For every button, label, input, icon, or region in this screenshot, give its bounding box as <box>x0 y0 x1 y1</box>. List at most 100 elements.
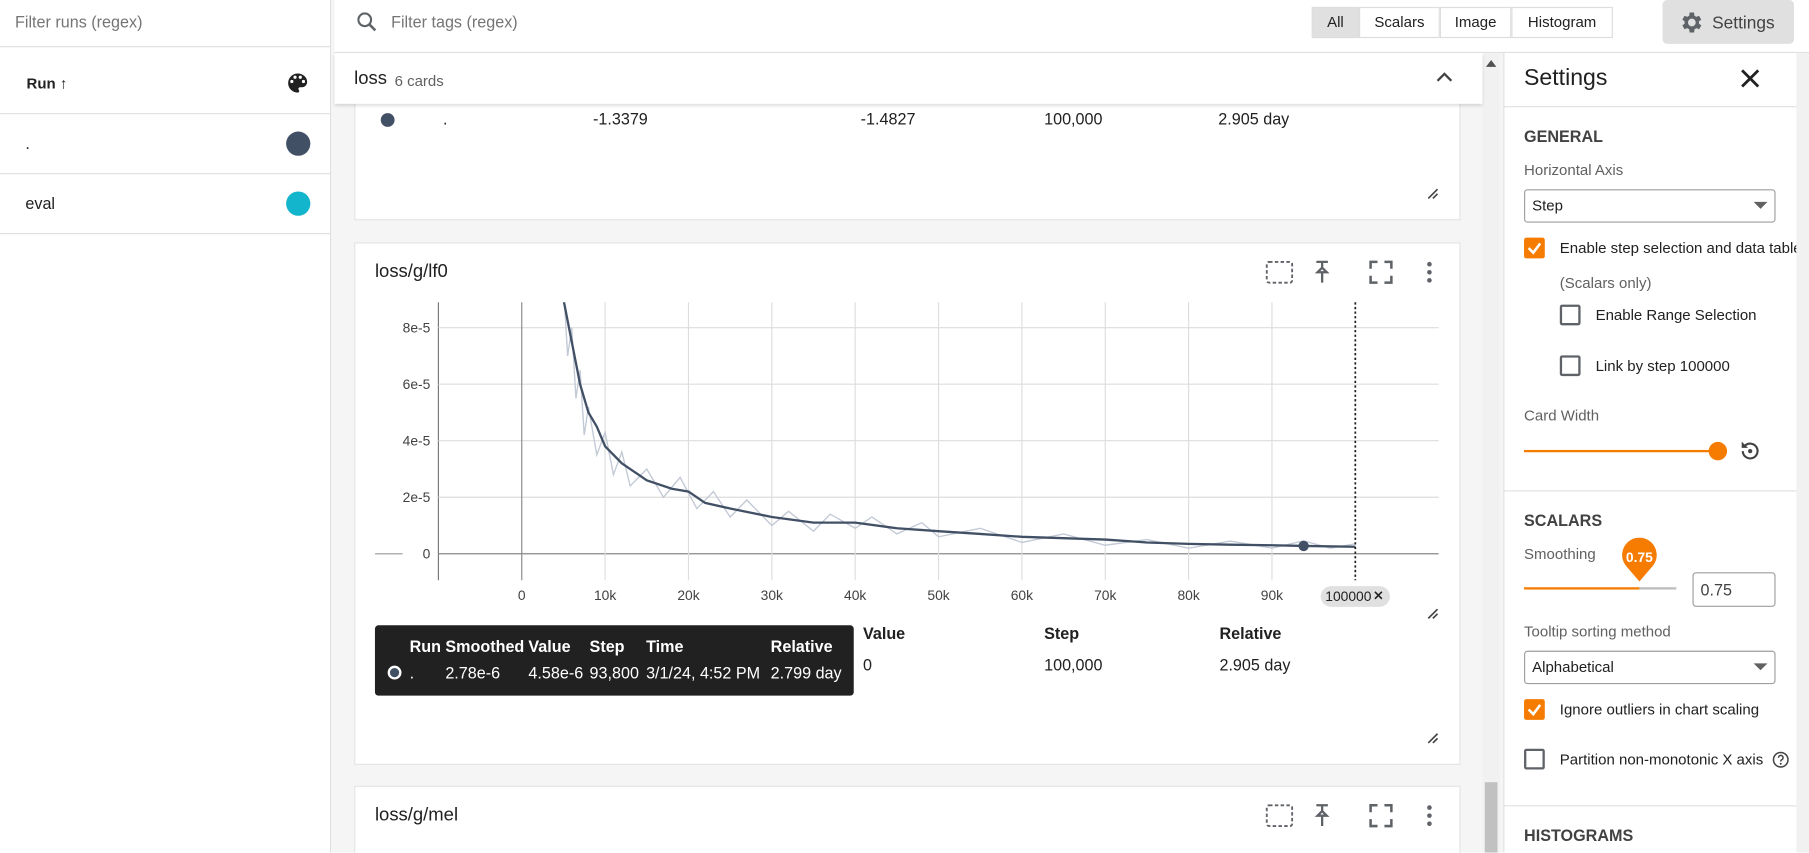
tooltip-cell: 93,800 <box>589 663 639 682</box>
scrollbar[interactable] <box>1482 53 1500 853</box>
checkbox-checked[interactable] <box>1524 237 1545 259</box>
run-header[interactable]: Run ↑ <box>26 74 68 92</box>
y-tick-label: 8e-5 <box>403 319 431 335</box>
tab[interactable] <box>1511 6 1613 39</box>
slider-thumb[interactable] <box>1708 441 1728 461</box>
x-tick-label: 20k <box>677 587 699 603</box>
filter-tags-input[interactable]: Filter tags (regex) <box>391 12 518 32</box>
table-header: Relative <box>1219 624 1282 643</box>
run-color <box>286 131 311 156</box>
select-value: Alphabetical <box>1532 658 1614 676</box>
field-label: Tooltip sorting method <box>1524 622 1671 640</box>
checkbox[interactable] <box>1524 748 1545 770</box>
scroll-up[interactable] <box>1485 58 1498 70</box>
table-header: Value <box>862 624 906 643</box>
table-cell: -1.4827 <box>860 109 916 129</box>
card-title: loss/g/mel <box>374 805 459 825</box>
group-count: 6 cards <box>394 72 444 90</box>
divider <box>0 113 330 115</box>
x-tick-label: 60k <box>1011 587 1033 603</box>
tooltip-cell: . <box>409 663 415 682</box>
series-line <box>563 302 1356 549</box>
divider <box>1503 490 1809 492</box>
close-icon[interactable] <box>1740 68 1761 89</box>
section-heading: SCALARS <box>1524 511 1603 530</box>
tab-label: All <box>1327 13 1344 31</box>
tooltip-header: Time <box>646 636 684 656</box>
run-name: . <box>25 133 30 153</box>
card-toolbar[interactable] <box>1265 260 1434 284</box>
field-label: Smoothing <box>1524 545 1596 563</box>
table-cell: 2.905 day <box>1218 109 1290 129</box>
divider <box>0 233 330 235</box>
x-tick-label: 50k <box>927 587 949 603</box>
y-tick-label: 0 <box>423 545 431 561</box>
tooltip-header: Value <box>528 636 571 656</box>
tab[interactable] <box>1311 6 1360 39</box>
card <box>354 785 1461 853</box>
tab[interactable] <box>1359 6 1440 39</box>
panel-scrollbar[interactable] <box>1796 53 1809 853</box>
divider <box>0 173 330 175</box>
highlight-point <box>1298 540 1309 552</box>
step-chip <box>1320 586 1390 607</box>
scrollbar-thumb[interactable] <box>1484 782 1498 853</box>
checkbox-label: Partition non-monotonic X axis <box>1559 750 1764 768</box>
palette-icon[interactable] <box>285 70 310 95</box>
checkbox-checked[interactable] <box>1524 699 1545 720</box>
slider-track-active[interactable] <box>1524 587 1640 590</box>
table-cell: 0 <box>862 655 872 674</box>
table-header: Step <box>1044 624 1080 643</box>
collapse-icon[interactable] <box>1434 68 1455 84</box>
resize-handle[interactable] <box>1427 608 1439 619</box>
slider-track[interactable] <box>1639 587 1677 590</box>
checkbox[interactable] <box>1559 355 1581 377</box>
slider-track[interactable] <box>1524 449 1718 453</box>
card-toolbar[interactable] <box>1265 804 1434 828</box>
tooltip-cell: 2.799 day <box>770 663 842 682</box>
y-tick-label: 6e-5 <box>403 376 431 392</box>
tooltip: Run. Smoothed 2.78e-6 Value 4.58e-6 Step 93,80… <box>374 625 854 696</box>
search-icon <box>357 12 377 32</box>
chip-close <box>1374 591 1383 600</box>
select-value: Step <box>1532 196 1563 215</box>
field-note: (Scalars only) <box>1559 274 1652 292</box>
tooltip-cell: 4.58e-6 <box>528 663 584 682</box>
reset-icon[interactable] <box>1737 438 1762 463</box>
tooltip-cell: 2.78e-6 <box>445 663 501 682</box>
section-heading: GENERAL <box>1524 126 1604 146</box>
dropdown-arrow <box>1753 201 1768 209</box>
help-icon[interactable] <box>1772 751 1789 768</box>
plot <box>562 302 1356 549</box>
divider <box>1503 805 1809 807</box>
run-dot <box>380 113 395 127</box>
resize-handle[interactable] <box>1427 188 1439 200</box>
slider-bubble-value: 0.75 <box>1625 549 1653 566</box>
run-color <box>286 191 311 216</box>
smoothing-input[interactable] <box>1692 572 1776 607</box>
card-title: loss/g/lf0 <box>374 261 448 282</box>
slider-bubble[interactable] <box>1621 537 1658 584</box>
step-chip-label: 100000 <box>1325 588 1371 604</box>
checkbox-label: Ignore outliers in chart scaling <box>1559 700 1760 719</box>
tooltip-header: Run <box>409 636 441 656</box>
resize-handle[interactable] <box>1427 733 1439 744</box>
tab[interactable] <box>1439 6 1512 39</box>
settings-title: Settings <box>1524 65 1608 91</box>
dropdown-arrow <box>1753 663 1768 671</box>
sort-select[interactable] <box>1524 650 1776 685</box>
y-tick-label: 4e-5 <box>403 432 431 448</box>
table-cell: 2.905 day <box>1219 655 1291 674</box>
filter-runs-input[interactable]: Filter runs (regex) <box>14 12 143 32</box>
settings-button[interactable] <box>1662 0 1795 44</box>
group-header[interactable] <box>334 53 1483 104</box>
checkbox-label: Link by step 100000 <box>1595 357 1730 375</box>
axis-select[interactable] <box>1524 189 1776 223</box>
checkbox[interactable] <box>1559 304 1581 326</box>
check-mark <box>1527 704 1542 717</box>
group-name: loss <box>354 69 388 89</box>
divider <box>1503 106 1809 108</box>
divider <box>0 46 330 48</box>
